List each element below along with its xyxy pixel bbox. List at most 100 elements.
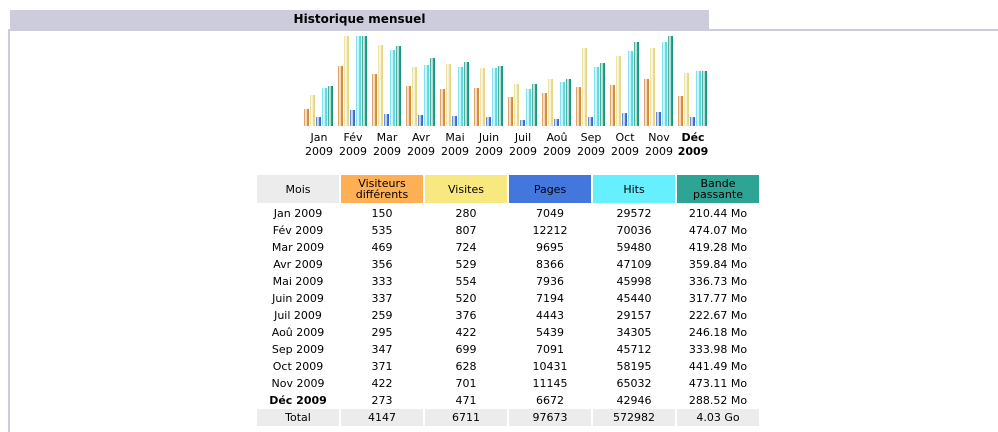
row-month: Mar 2009 [271,241,325,254]
bar-hits [526,88,531,126]
row-month: Déc 2009 [269,394,327,407]
cell-pages: 7936 [536,275,564,288]
cell-pages: 7194 [536,292,564,305]
bar-pages [588,116,593,126]
bar-hits [424,65,429,126]
cell-bandwidth_labels: 222.67 Mo [688,309,748,322]
cell-visits: 280 [455,207,477,220]
bar-bandwidth [566,79,571,126]
cell-visits: 376 [455,309,477,322]
chart-month: Mar [376,131,398,144]
bar-hits [322,87,327,126]
row-month: Oct 2009 [272,360,324,373]
total-visitors: 4147 [341,409,423,426]
column-header: Bande passante [677,175,759,203]
bar-visitors [406,86,411,126]
chart-year: 2009 [305,145,333,158]
bar-visitors [372,73,377,126]
section-title: Historique mensuel [10,10,709,29]
chart-year: 2009 [339,145,367,158]
total-hits: 572982 [593,409,675,426]
bar-visitors [542,93,547,126]
cell-pages: 5439 [536,326,564,339]
column-header: Mois [257,175,339,203]
bar-bandwidth [498,65,503,126]
bar-bandwidth [396,46,401,126]
row-month: Jan 2009 [273,207,323,220]
column-header: Pages [509,175,591,203]
bar-visits [548,78,553,126]
bar-visits [480,68,485,126]
cell-pages: 6672 [536,394,564,407]
bar-pages [384,113,389,126]
chart-month: Juin [478,131,500,144]
bar-hits [390,49,395,126]
bar-visits [310,94,315,126]
cell-visitors: 535 [371,224,393,237]
bar-bandwidth [532,83,537,126]
chart-month: Nov [648,131,670,144]
bar-hits [560,81,565,126]
cell-hits: 29157 [616,309,652,322]
cell-pages: 11145 [532,377,568,390]
cell-visitors: 150 [371,207,393,220]
bar-hits [594,67,599,126]
cell-pages: 7091 [536,343,564,356]
bar-visitors [610,84,615,126]
chart-year: 2009 [645,145,673,158]
cell-hits: 47109 [616,258,652,271]
cell-visits: 422 [455,326,477,339]
chart-year: 2009 [407,145,435,158]
cell-hits: 59480 [616,241,652,254]
cell-visitors: 469 [371,241,393,254]
cell-visits: 699 [455,343,477,356]
cell-hits: 45440 [616,292,652,305]
bar-visits [446,64,451,126]
bar-hits [628,51,633,126]
row-month: Aoû 2009 [271,326,325,339]
row-month: Nov 2009 [271,377,325,390]
bar-visitors [508,97,513,126]
cell-visitors: 259 [371,309,393,322]
bar-hits [662,42,667,126]
bar-visits [582,48,587,126]
bar-visitors [304,109,309,126]
bar-visits [650,47,655,126]
cell-hits: 65032 [616,377,652,390]
cell-visits: 520 [455,292,477,305]
bar-hits [356,36,361,126]
row-month: Mai 2009 [272,275,324,288]
cell-bandwidth_labels: 473.11 Mo [688,377,748,390]
bar-bandwidth [328,86,333,126]
row-month: Fév 2009 [272,224,324,237]
cell-pages: 8366 [536,258,564,271]
bar-visitors [644,78,649,126]
bar-bandwidth [464,62,469,126]
chart-year: 2009 [441,145,469,158]
cell-bandwidth_labels: 336.73 Mo [688,275,748,288]
cell-visits: 701 [455,377,477,390]
cell-hits: 58195 [616,360,652,373]
cell-visits: 554 [455,275,477,288]
column-header: Visiteurs différents [341,175,423,203]
cell-visitors: 371 [371,360,393,373]
cell-bandwidth_labels: 441.49 Mo [688,360,748,373]
bar-pages [656,111,661,126]
cell-hits: 29572 [616,207,652,220]
chart-year: 2009 [577,145,605,158]
cell-hits: 42946 [616,394,652,407]
chart-month: Oct [615,131,635,144]
bar-visitors [576,87,581,126]
bar-visits [616,55,621,126]
chart-year: 2009 [611,145,639,158]
chart-month: Déc [681,131,705,144]
bar-bandwidth [430,57,435,126]
cell-hits: 45998 [616,275,652,288]
row-month: Avr 2009 [273,258,323,271]
bar-visits [412,67,417,126]
bar-visitors [678,95,683,126]
cell-visits: 471 [455,394,477,407]
bar-bandwidth [362,36,367,126]
cell-bandwidth_labels: 210.44 Mo [688,207,748,220]
chart-year: 2009 [475,145,503,158]
